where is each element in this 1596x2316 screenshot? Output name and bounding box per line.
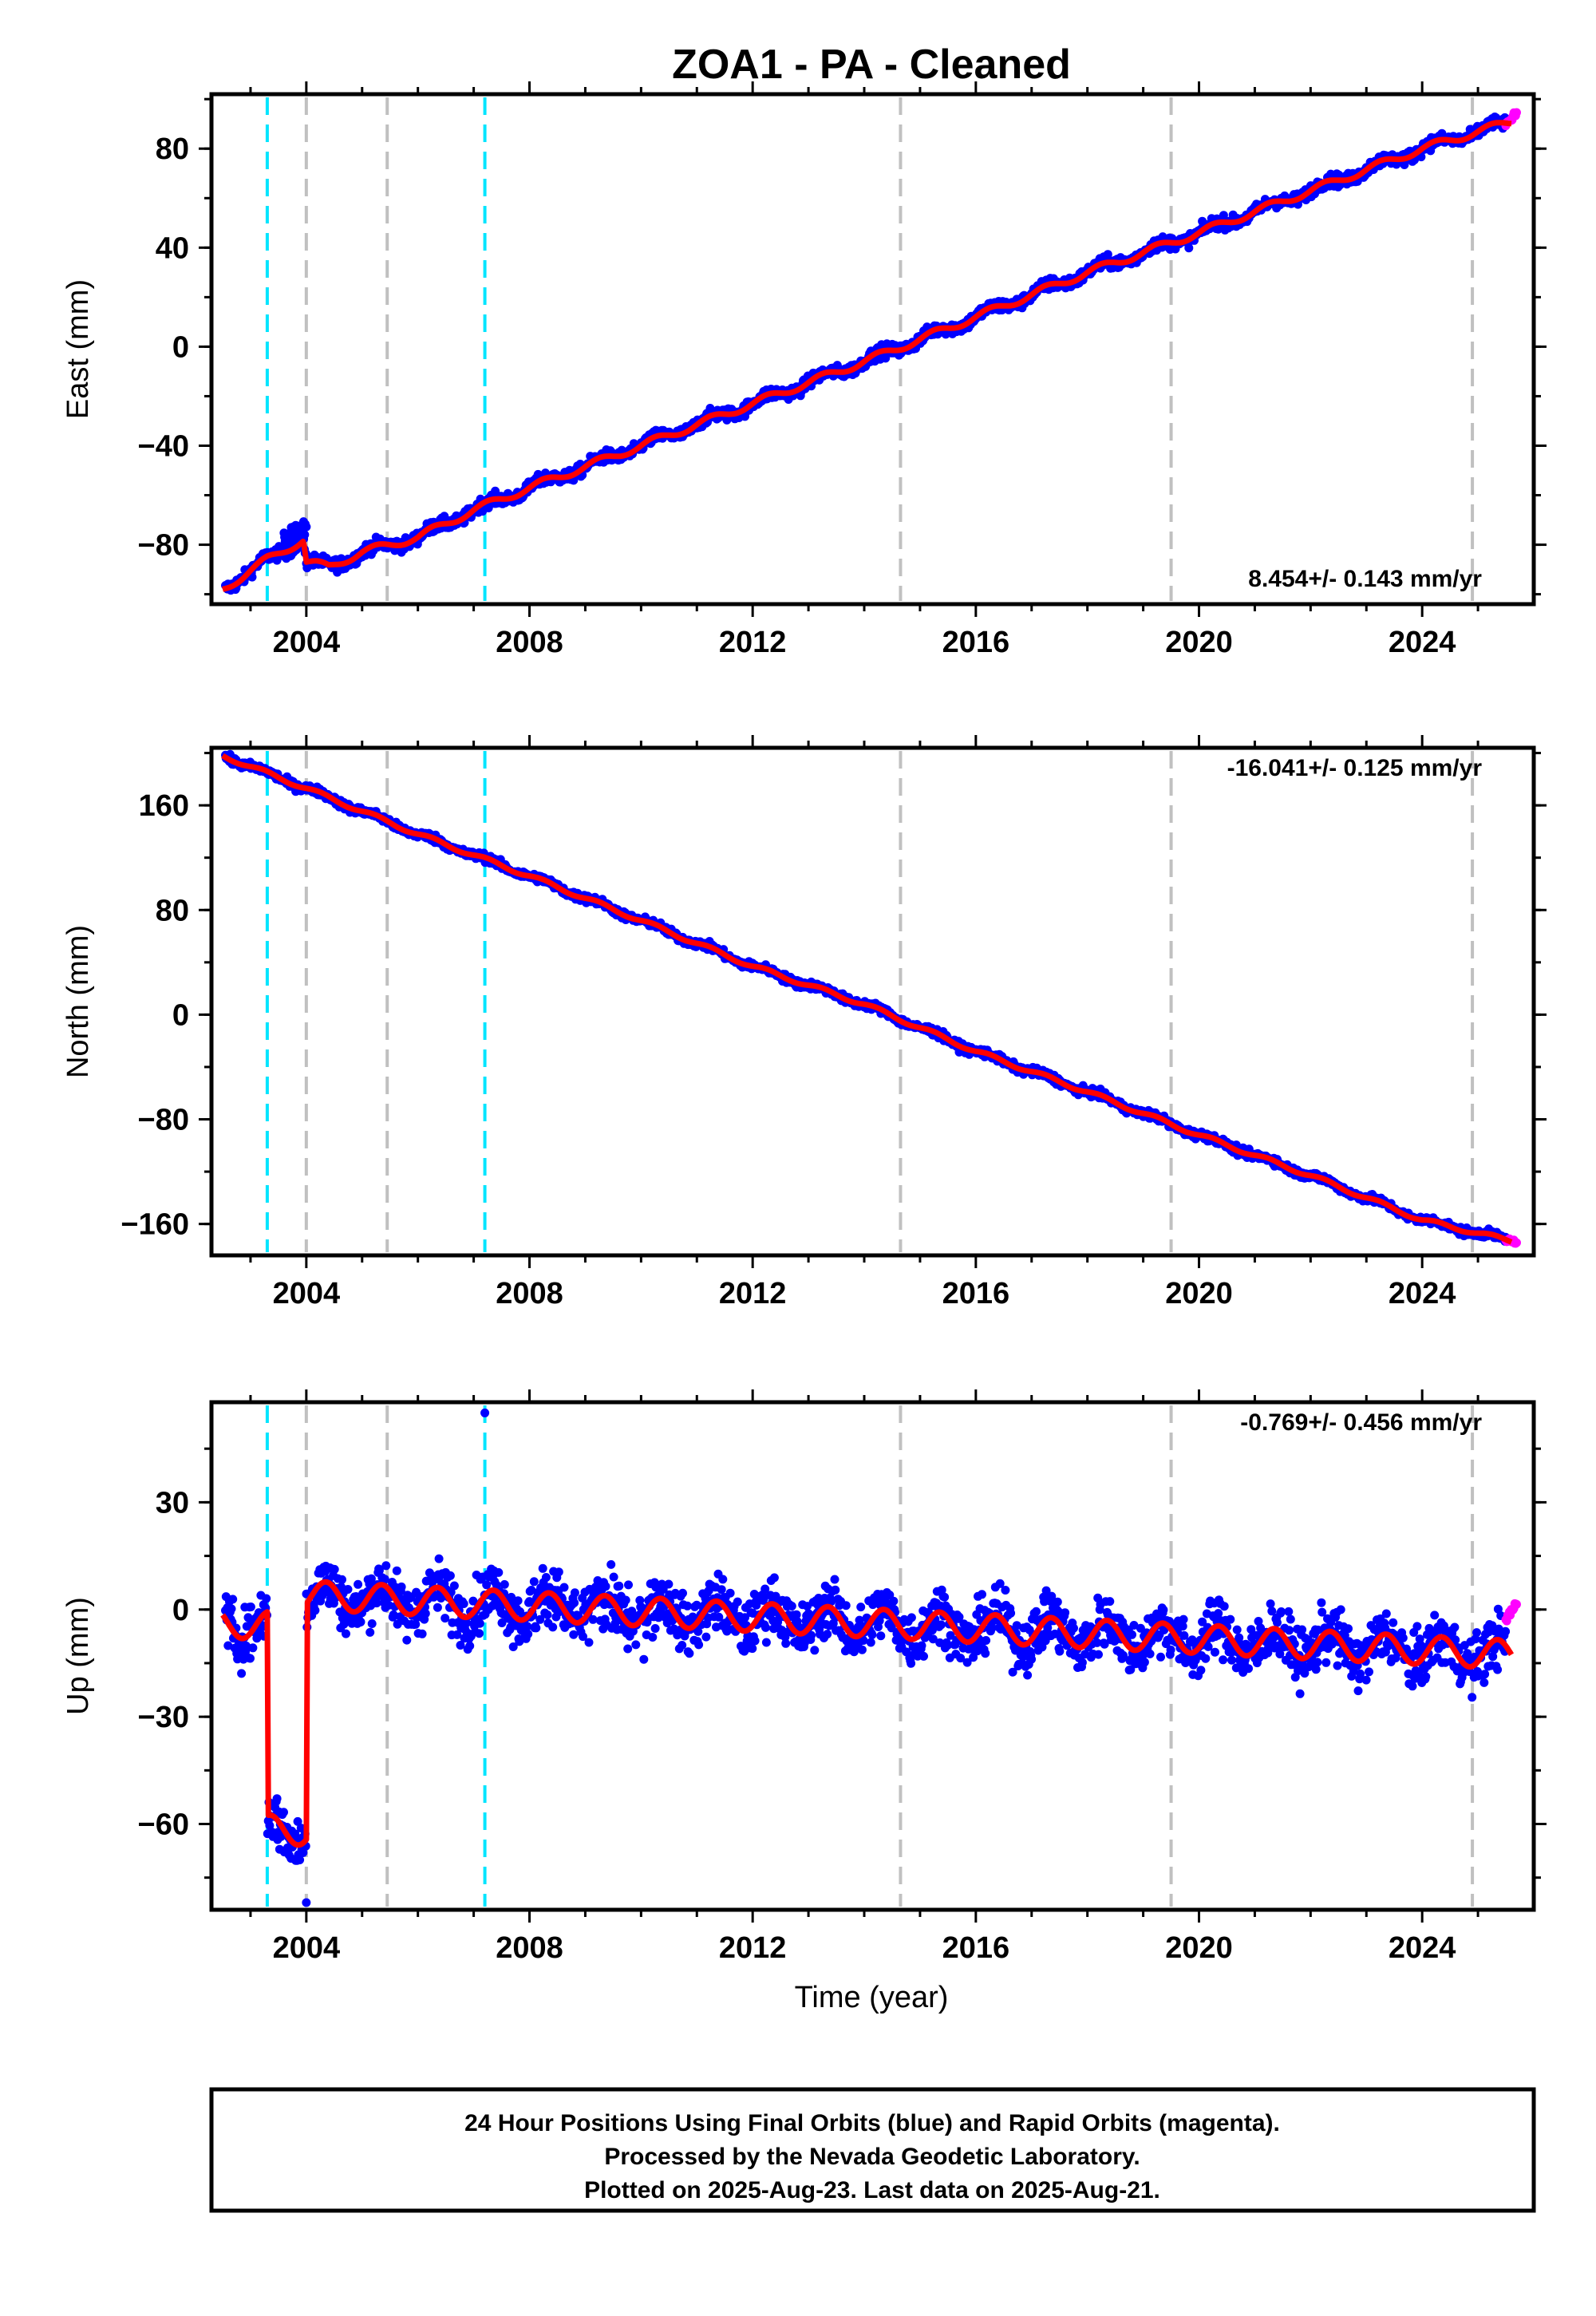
up-y-tick-label-1: −30	[138, 1701, 189, 1734]
north-x-tick-label-0: 2004	[273, 1277, 341, 1310]
up-rate-label: -0.769+/- 0.456 mm/yr	[1240, 1409, 1482, 1436]
east-model-line	[220, 120, 1514, 592]
east-x-tick-label-5: 2024	[1389, 626, 1456, 659]
figure-title: ZOA1 - PA - Cleaned	[672, 41, 1071, 88]
north-model-line	[220, 753, 1514, 1245]
up-y-axis-label: Up (mm)	[61, 1597, 95, 1715]
north-plot-frame	[209, 745, 1536, 1258]
up-model-line	[220, 1579, 1515, 1848]
up-x-tick-label-1: 2008	[496, 1931, 563, 1965]
north-y-tick-label-2: 0	[172, 998, 189, 1032]
footer-box	[209, 2087, 1536, 2213]
east-y-tick-label-4: 80	[156, 132, 189, 166]
up-x-tick-label-2: 2012	[719, 1931, 787, 1965]
east-x-tick-label-0: 2004	[273, 626, 341, 659]
panel-up: 2004 2008 2012 2016 2020 2024 −60 −30 0 30 Up (mm)…	[61, 1389, 1547, 1965]
up-x-tick-label-0: 2004	[273, 1931, 341, 1965]
north-rate-label: -16.041+/- 0.125 mm/yr	[1227, 755, 1483, 781]
north-y-axis-label: North (mm)	[61, 925, 95, 1078]
east-x-tick-label-4: 2020	[1165, 626, 1233, 659]
up-x-tick-label-3: 2016	[942, 1931, 1010, 1965]
up-x-tick-label-4: 2020	[1165, 1931, 1233, 1965]
up-outlier-point-1	[302, 1898, 311, 1907]
north-y-tick-label-1: −80	[138, 1104, 189, 1137]
north-y-tick-label-0: −160	[120, 1208, 189, 1242]
up-y-tick-label-0: −60	[138, 1808, 189, 1842]
east-y-tick-label-2: 0	[172, 330, 189, 364]
east-y-axis-label: East (mm)	[61, 279, 95, 419]
up-plot-frame	[209, 1400, 1536, 1912]
up-x-tick-label-5: 2024	[1389, 1931, 1456, 1965]
up-y-tick-label-2: 0	[172, 1594, 189, 1627]
up-y-tick-label-3: 30	[156, 1486, 189, 1520]
east-x-tick-label-2: 2012	[719, 626, 787, 659]
north-final-orbit-points	[221, 749, 1511, 1246]
footer-line-1: 24 Hour Positions Using Final Orbits (bl…	[464, 2110, 1280, 2136]
panel-north: 2004 2008 2012 2016 2020 2024 −160 −80 0 80 160 Nor…	[61, 735, 1547, 1310]
up-rapid-orbit-points	[1501, 1599, 1521, 1626]
x-axis-label: Time (year)	[795, 1981, 949, 2014]
north-x-tick-label-2: 2012	[719, 1277, 787, 1310]
east-x-tick-label-1: 2008	[496, 626, 563, 659]
north-x-tick-label-1: 2008	[496, 1277, 563, 1310]
north-x-tick-label-5: 2024	[1389, 1277, 1456, 1310]
up-final-orbit-points	[221, 1554, 1511, 1865]
east-x-tick-label-3: 2016	[942, 626, 1010, 659]
north-x-tick-label-3: 2016	[942, 1277, 1010, 1310]
east-plot-frame	[209, 92, 1536, 607]
east-rate-label: 8.454+/- 0.143 mm/yr	[1248, 566, 1482, 592]
north-x-tick-label-4: 2020	[1165, 1277, 1233, 1310]
footer-line-3: Plotted on 2025-Aug-23. Last data on 202…	[584, 2177, 1160, 2203]
east-y-tick-label-0: −80	[138, 529, 189, 563]
east-y-tick-label-3: 40	[156, 231, 189, 265]
up-outlier-point-0	[480, 1408, 490, 1417]
panel-east: 2004 2008 2012 2016 2020 2024 −80 −40 0 40 80 East …	[61, 81, 1547, 659]
east-y-tick-label-1: −40	[138, 429, 189, 463]
north-y-tick-label-4: 160	[139, 789, 189, 823]
footer-line-2: Processed by the Nevada Geodetic Laborat…	[604, 2144, 1140, 2170]
north-y-tick-label-3: 80	[156, 894, 189, 927]
